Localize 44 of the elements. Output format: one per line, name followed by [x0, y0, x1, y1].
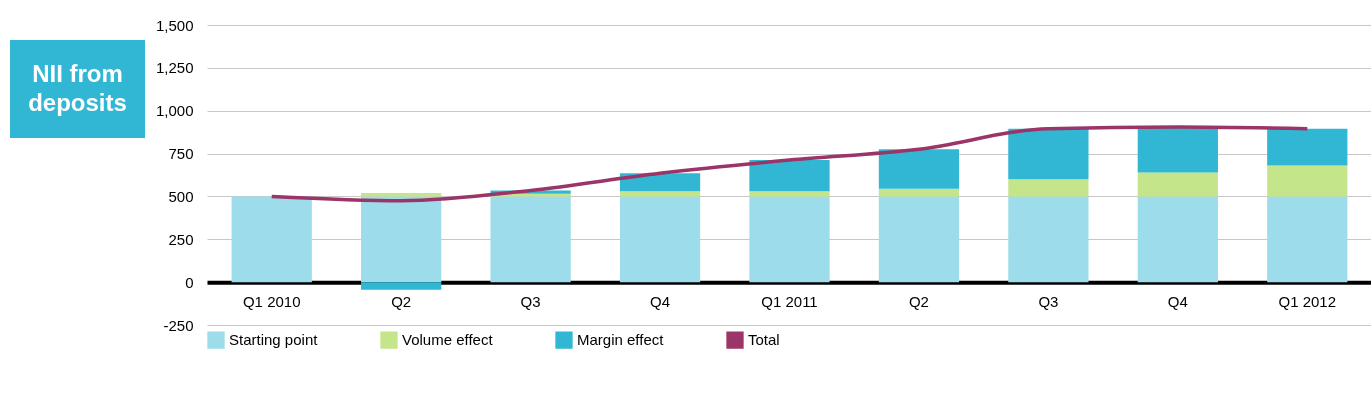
y-tick-label: -250 — [163, 316, 194, 334]
x-tick-label: Q1 2012 — [1278, 292, 1337, 310]
bar — [490, 196, 571, 283]
x-tick-label: Q3 — [1038, 292, 1059, 310]
bar — [361, 282, 442, 290]
bar — [1137, 172, 1218, 197]
bar — [619, 191, 701, 197]
bar — [619, 196, 701, 283]
x-tick-label: Q3 — [520, 292, 541, 310]
y-tick-label: 500 — [168, 187, 194, 205]
bar — [878, 196, 960, 283]
x-tick-label: Q1 2011 — [761, 292, 818, 310]
y-tick-label: 1,250 — [155, 59, 194, 77]
x-tick-label: Q4 — [1167, 292, 1188, 310]
legend-label: Margin effect — [577, 331, 665, 349]
x-tick-label: Q4 — [650, 292, 671, 310]
bar — [749, 160, 830, 192]
line-series — [269, 125, 1310, 203]
bar — [231, 196, 312, 283]
y-tick-label: 1,000 — [155, 102, 194, 120]
legend-label: Volume effect — [402, 331, 494, 349]
bar — [361, 196, 442, 283]
y-tick-label: 250 — [168, 230, 194, 248]
legend-label: Total — [748, 331, 780, 349]
legend-label: Starting point — [229, 331, 319, 349]
bar — [878, 188, 960, 197]
bar — [878, 149, 960, 189]
bar — [1267, 196, 1348, 283]
bar — [1008, 128, 1089, 180]
y-tick-label: 1,500 — [155, 16, 194, 34]
x-tick-label: Q2 — [391, 292, 412, 310]
x-tick-label: Q1 2010 — [242, 292, 301, 310]
y-tick-label: 0 — [185, 273, 194, 291]
bar — [749, 191, 830, 197]
bar — [1008, 179, 1089, 197]
bar — [1267, 165, 1348, 197]
bar — [1267, 128, 1348, 166]
text: NII from deposits — [10, 40, 145, 138]
bar — [1137, 127, 1218, 173]
bar — [1137, 196, 1218, 283]
bar — [749, 196, 830, 283]
x-tick-label: Q2 — [908, 292, 929, 310]
y-tick-label: 750 — [168, 145, 194, 163]
bar — [1008, 196, 1089, 283]
